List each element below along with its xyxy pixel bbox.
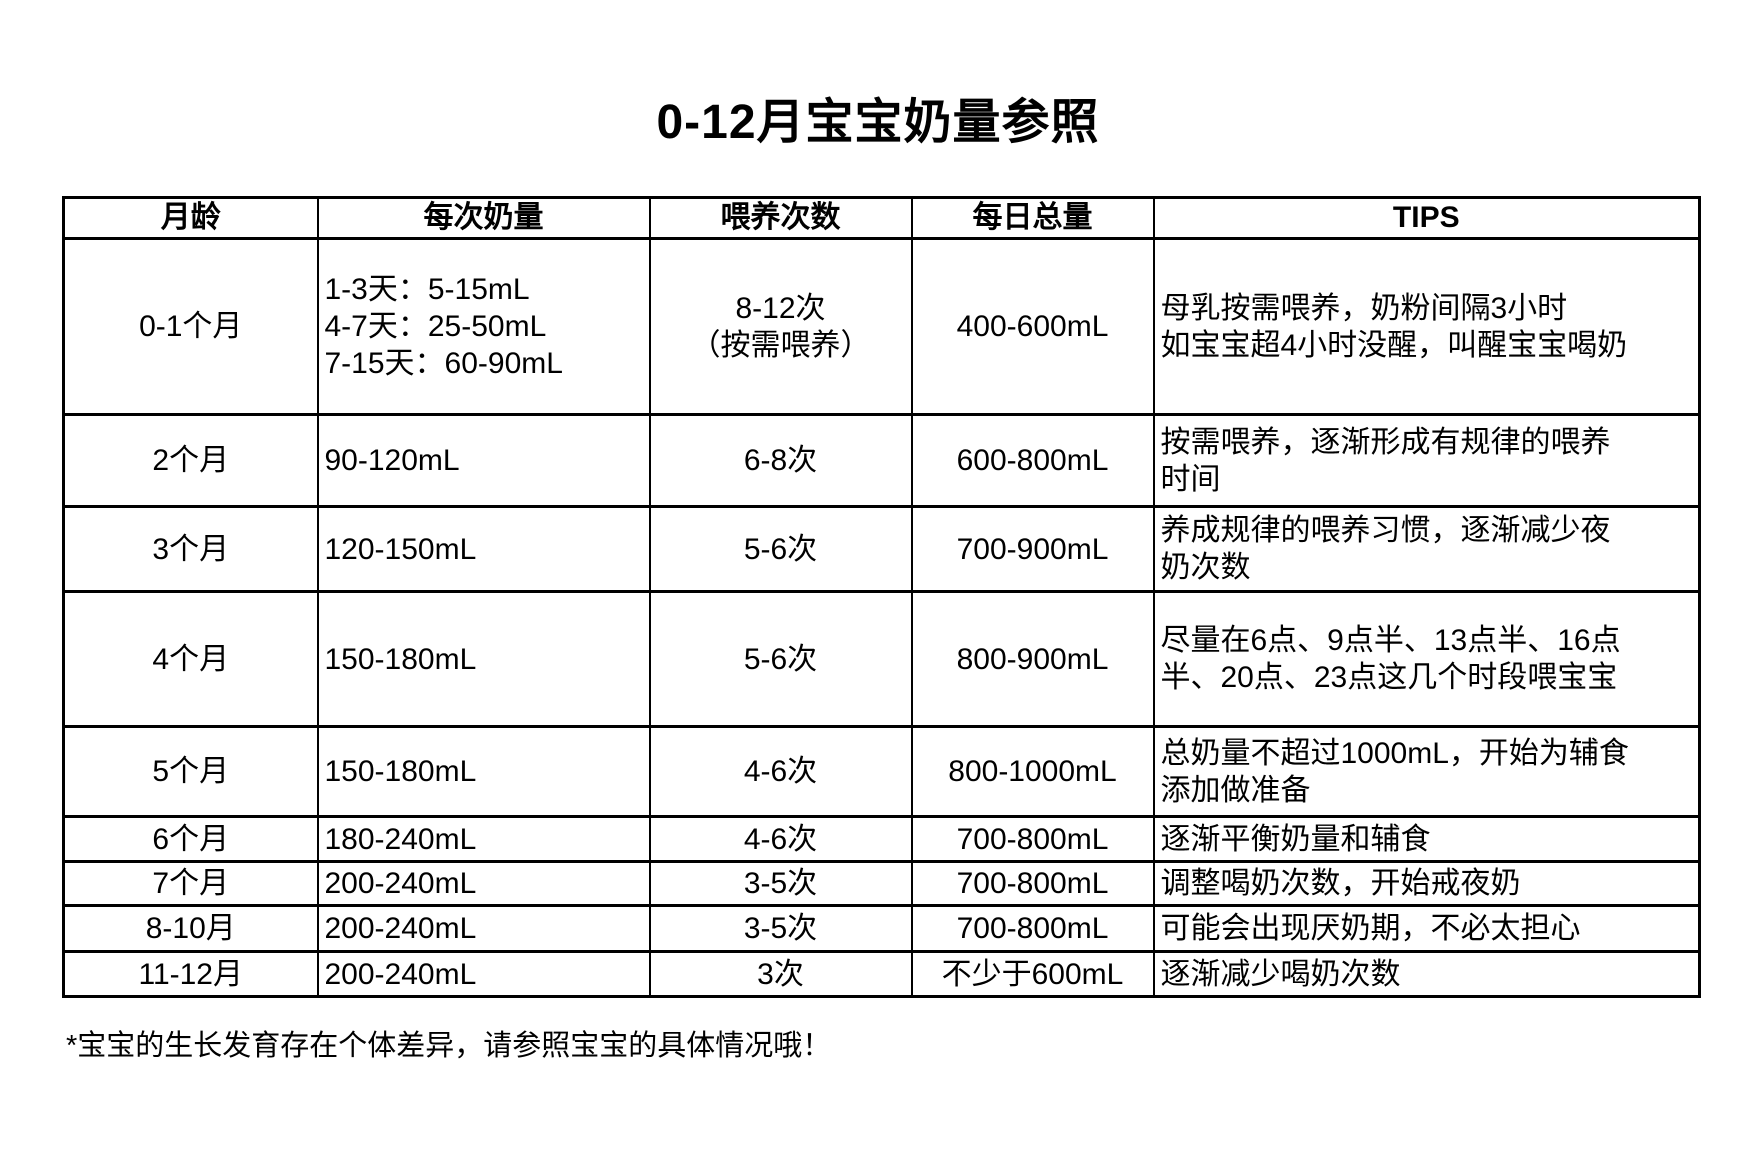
table-row: 4个月 150-180mL 5-6次 800-900mL 尽量在6点、9点半、1… [62, 590, 1701, 728]
cell-daily-total: 600-800mL [910, 413, 1155, 508]
table-row: 6个月 180-240mL 4-6次 700-800mL 逐渐平衡奶量和辅食 [62, 815, 1701, 863]
cell-age: 6个月 [62, 815, 319, 863]
table-row: 0-1个月 1-3天：5-15mL 4-7天：25-50mL 7-15天：60-… [62, 237, 1701, 416]
cell-age: 3个月 [62, 505, 319, 593]
cell-per-feed: 150-180mL [316, 725, 651, 818]
cell-times: 8-12次 （按需喂养） [648, 237, 913, 416]
cell-daily-total: 700-800mL [910, 860, 1155, 907]
cell-daily-total: 400-600mL [910, 237, 1155, 416]
table-row: 7个月 200-240mL 3-5次 700-800mL 调整喝奶次数，开始戒夜… [62, 860, 1701, 907]
column-header-times: 喂养次数 [648, 196, 913, 240]
cell-tips: 按需喂养，逐渐形成有规律的喂养 时间 [1152, 413, 1701, 508]
cell-tips: 逐渐减少喝奶次数 [1152, 950, 1701, 998]
cell-times: 3-5次 [648, 860, 913, 907]
cell-times: 6-8次 [648, 413, 913, 508]
column-header-daily-total: 每日总量 [910, 196, 1155, 240]
cell-tips: 可能会出现厌奶期，不必太担心 [1152, 904, 1701, 953]
cell-per-feed: 90-120mL [316, 413, 651, 508]
cell-daily-total: 800-900mL [910, 590, 1155, 728]
cell-per-feed: 200-240mL [316, 860, 651, 907]
cell-daily-total: 700-800mL [910, 815, 1155, 863]
cell-tips: 养成规律的喂养习惯，逐渐减少夜 奶次数 [1152, 505, 1701, 593]
cell-age: 5个月 [62, 725, 319, 818]
cell-per-feed: 180-240mL [316, 815, 651, 863]
cell-age: 8-10月 [62, 904, 319, 953]
cell-age: 2个月 [62, 413, 319, 508]
cell-age: 11-12月 [62, 950, 319, 998]
cell-tips: 尽量在6点、9点半、13点半、16点 半、20点、23点这几个时段喂宝宝 [1152, 590, 1701, 728]
cell-per-feed: 1-3天：5-15mL 4-7天：25-50mL 7-15天：60-90mL [316, 237, 651, 416]
table-row: 8-10月 200-240mL 3-5次 700-800mL 可能会出现厌奶期，… [62, 904, 1701, 953]
cell-per-feed: 120-150mL [316, 505, 651, 593]
cell-daily-total: 700-900mL [910, 505, 1155, 593]
column-header-age: 月龄 [62, 196, 319, 240]
cell-tips: 总奶量不超过1000mL，开始为辅食 添加做准备 [1152, 725, 1701, 818]
table-row: 11-12月 200-240mL 3次 不少于600mL 逐渐减少喝奶次数 [62, 950, 1701, 998]
table-row: 5个月 150-180mL 4-6次 800-1000mL 总奶量不超过1000… [62, 725, 1701, 818]
cell-tips: 逐渐平衡奶量和辅食 [1152, 815, 1701, 863]
milk-reference-table: 月龄 每次奶量 喂养次数 每日总量 TIPS 0-1个月 1-3天：5-15mL… [62, 196, 1701, 998]
page-title: 0-12月宝宝奶量参照 [656, 96, 1100, 149]
cell-daily-total: 不少于600mL [910, 950, 1155, 998]
cell-times: 5-6次 [648, 590, 913, 728]
column-header-per-feed: 每次奶量 [316, 196, 651, 240]
cell-per-feed: 200-240mL [316, 904, 651, 953]
cell-times: 4-6次 [648, 725, 913, 818]
cell-daily-total: 800-1000mL [910, 725, 1155, 818]
cell-age: 7个月 [62, 860, 319, 907]
column-header-tips: TIPS [1152, 196, 1701, 240]
cell-times: 5-6次 [648, 505, 913, 593]
cell-per-feed: 200-240mL [316, 950, 651, 998]
cell-daily-total: 700-800mL [910, 904, 1155, 953]
cell-per-feed: 150-180mL [316, 590, 651, 728]
footnote: *宝宝的生长发育存在个体差异，请参照宝宝的具体情况哦！ [66, 1030, 832, 1062]
cell-times: 3次 [648, 950, 913, 998]
cell-times: 3-5次 [648, 904, 913, 953]
cell-age: 0-1个月 [62, 237, 319, 416]
cell-tips: 调整喝奶次数，开始戒夜奶 [1152, 860, 1701, 907]
table-row: 2个月 90-120mL 6-8次 600-800mL 按需喂养，逐渐形成有规律… [62, 413, 1701, 508]
table-header-row: 月龄 每次奶量 喂养次数 每日总量 TIPS [62, 196, 1701, 240]
table-row: 3个月 120-150mL 5-6次 700-900mL 养成规律的喂养习惯，逐… [62, 505, 1701, 593]
cell-age: 4个月 [62, 590, 319, 728]
cell-tips: 母乳按需喂养，奶粉间隔3小时 如宝宝超4小时没醒，叫醒宝宝喝奶 [1152, 237, 1701, 416]
cell-times: 4-6次 [648, 815, 913, 863]
